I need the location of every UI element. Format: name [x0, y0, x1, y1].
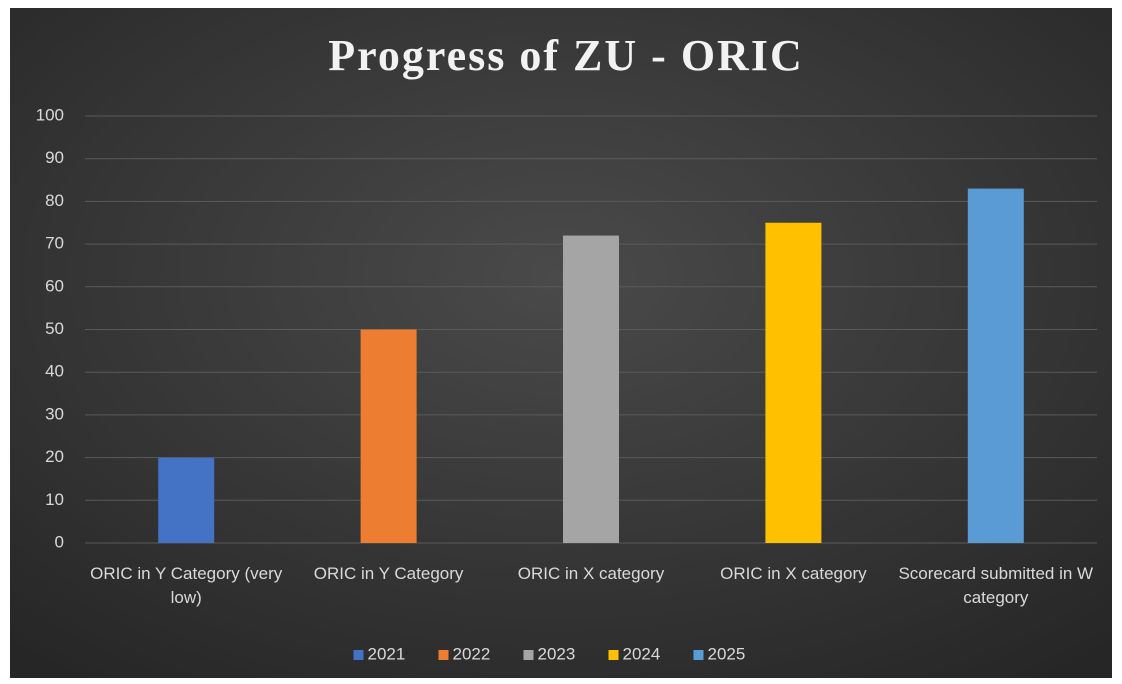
- y-tick-label: 10: [45, 490, 64, 509]
- y-tick-label: 80: [45, 191, 64, 210]
- y-tick-label: 90: [45, 148, 64, 167]
- x-tick-label: ORIC in X category: [720, 564, 867, 583]
- y-tick-label: 40: [45, 362, 64, 381]
- bar: [158, 457, 215, 543]
- y-tick-label: 70: [45, 234, 64, 253]
- bar: [360, 329, 417, 543]
- bar: [967, 188, 1024, 543]
- y-tick-label: 100: [36, 105, 64, 124]
- x-tick-label: Scorecard submitted in W category: [898, 564, 1094, 607]
- legend-swatch: [353, 650, 364, 660]
- legend-label: 2022: [453, 644, 491, 663]
- legend-swatch: [693, 650, 704, 660]
- legend-label: 2023: [538, 644, 576, 663]
- x-tick-label: ORIC in X category: [517, 564, 665, 583]
- bar: [563, 235, 619, 543]
- legend-swatch: [523, 650, 534, 660]
- legend-label: 2025: [708, 644, 746, 663]
- legend-label: 2024: [623, 644, 661, 663]
- bar: [765, 222, 822, 543]
- chart-title: Progress of ZU - ORIC: [328, 31, 803, 80]
- y-tick-label: 0: [55, 532, 64, 551]
- chart-background: [10, 8, 1112, 678]
- legend-swatch: [608, 650, 619, 660]
- x-tick-label: ORIC in Y Category: [313, 564, 464, 583]
- y-tick-label: 60: [45, 276, 64, 295]
- y-tick-label: 20: [45, 447, 64, 466]
- y-tick-label: 50: [45, 319, 64, 338]
- x-tick-label: ORIC in Y Category (very low): [90, 564, 283, 607]
- legend-label: 2021: [368, 644, 406, 663]
- y-tick-label: 30: [45, 404, 64, 423]
- legend-swatch: [438, 650, 449, 660]
